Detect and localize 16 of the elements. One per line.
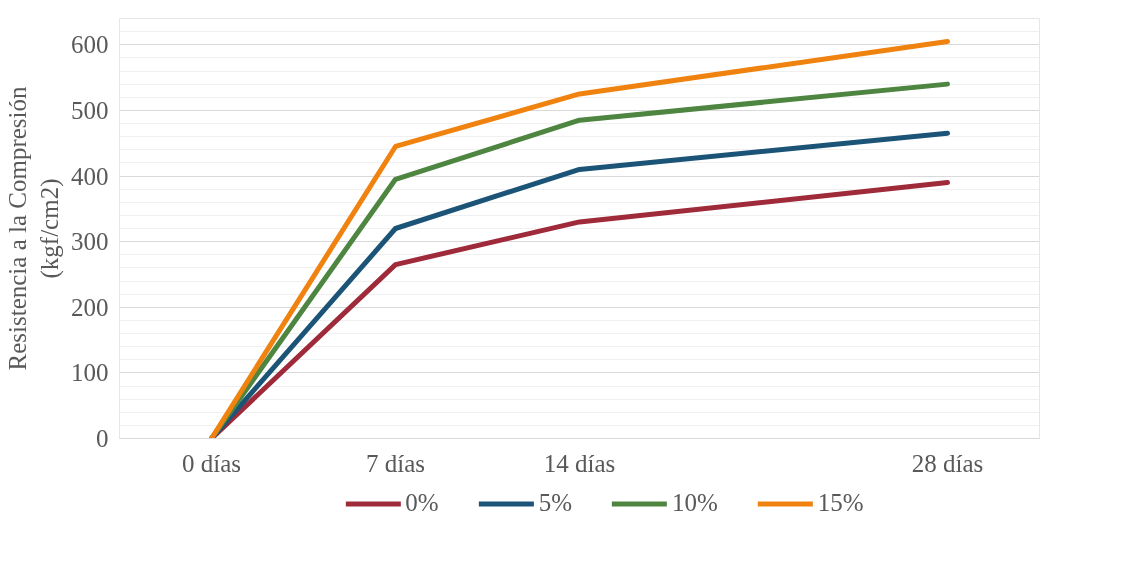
x-tick-label: 7 días [365, 449, 426, 477]
legend-label: 5% [538, 489, 572, 517]
x-tick-label: 28 días [911, 449, 984, 477]
x-tick-label: 14 días [543, 449, 616, 477]
legend-label: 0% [405, 489, 439, 517]
y-tick-label: 500 [71, 96, 109, 124]
y-axis-title: Resistencia a la Compresión (kgf/cm2) [3, 86, 64, 371]
y-tick-label: 100 [71, 359, 109, 387]
y-tick-label: 400 [71, 162, 109, 190]
y-tick-label: 0 [96, 425, 109, 452]
legend-label: 10% [672, 489, 718, 517]
legend-label: 15% [817, 489, 864, 517]
x-tick-label: 0 días [181, 449, 242, 477]
y-tick-label: 300 [71, 228, 109, 256]
y-tick-label: 600 [71, 31, 109, 59]
y-tick-label: 200 [71, 293, 109, 321]
